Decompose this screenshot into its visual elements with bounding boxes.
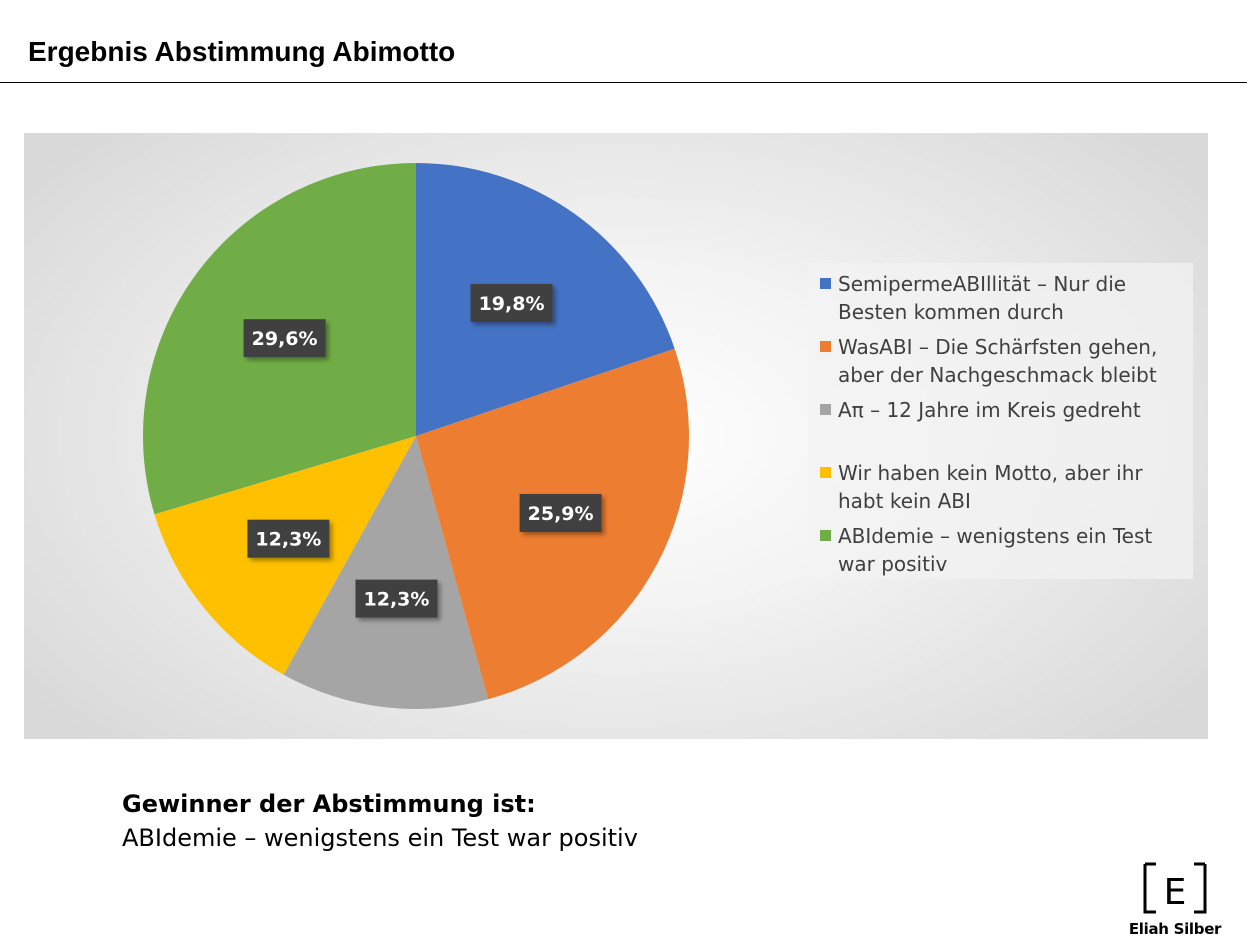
data-label-box (355, 579, 438, 618)
title-divider (0, 82, 1247, 83)
data-label-text: 29,6% (252, 328, 318, 350)
data-label-box (243, 319, 326, 358)
page-title: Ergebnis Abstimmung Abimotto (28, 36, 456, 67)
data-label-text: 12,3% (364, 589, 430, 611)
winner-heading: Gewinner der Abstimmung ist: (122, 790, 536, 818)
winner-name: ABIdemie – wenigstens ein Test war posit… (122, 824, 638, 852)
pie-chart: 19,8% 25,9% 12,3% 12,3% 29,6% SemipermeABIll… (24, 133, 1208, 739)
data-label-text: 19,8% (479, 293, 545, 315)
letter-e-frame-icon: E (1143, 862, 1207, 914)
pie-data-label: 12,3% (355, 579, 438, 618)
legend-item-a-pi: Aπ – 12 Jahre im Kreis gedreht (820, 396, 1190, 424)
pie-slice-a-pi (283, 436, 489, 709)
legend-label: WasABI – Die Schärfsten gehen, aber der … (838, 335, 1158, 387)
legend-item-kein-motto: Wir haben kein Motto, aber ihr habt kein… (820, 459, 1190, 515)
legend-item-semipermeabillitaet: SemipermeABIllität – Nur die Besten komm… (820, 270, 1190, 326)
legend (808, 263, 1193, 579)
pie-data-label: 29,6% (243, 319, 326, 358)
pie-data-label: 12,3% (247, 519, 330, 558)
logo: E Eliah Silber (1120, 860, 1230, 940)
legend-label: SemipermeABIllität – Nur die Besten komm… (838, 272, 1127, 324)
legend-label: ABIdemie – wenigstens ein Test war posit… (838, 524, 1153, 576)
legend-swatch (820, 341, 831, 352)
data-label-box (519, 493, 602, 532)
legend-swatch (820, 404, 831, 415)
legend-label: Wir haben kein Motto, aber ihr habt kein… (838, 461, 1143, 513)
data-label-box (247, 519, 330, 558)
pie-data-label: 25,9% (519, 493, 602, 532)
data-label-text: 12,3% (255, 529, 321, 551)
data-label-box (470, 283, 553, 322)
pie-data-labels: 19,8% 25,9% 12,3% 12,3% 29,6% (243, 283, 602, 618)
legend-swatch (820, 530, 831, 541)
legend-item-abidemie: ABIdemie – wenigstens ein Test war posit… (820, 522, 1190, 578)
pie-data-label: 19,8% (470, 283, 553, 322)
pie-slices (142, 163, 690, 709)
pie-chart-svg: 19,8% 25,9% 12,3% 12,3% 29,6% (142, 163, 690, 709)
legend-swatch (820, 467, 831, 478)
data-label-text: 25,9% (528, 503, 594, 525)
legend-label: Aπ – 12 Jahre im Kreis gedreht (838, 398, 1141, 422)
logo-letter: E (1164, 872, 1187, 913)
legend-swatch (820, 278, 831, 289)
legend-item-wasabi: WasABI – Die Schärfsten gehen, aber der … (820, 333, 1190, 389)
logo-name: Eliah Silber (1128, 920, 1222, 938)
